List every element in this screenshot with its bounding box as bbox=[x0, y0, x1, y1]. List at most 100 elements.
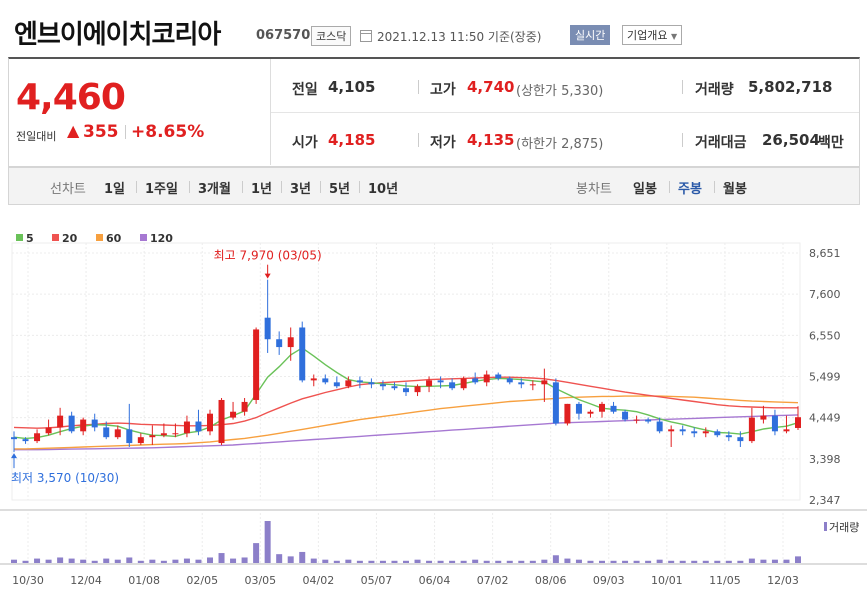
candle-body bbox=[495, 374, 502, 379]
candle-body bbox=[345, 380, 352, 387]
chart-toolbar bbox=[8, 167, 860, 205]
up-arrow-head bbox=[11, 453, 17, 459]
volume-bar bbox=[264, 521, 271, 563]
volume-label: 거래량 bbox=[829, 521, 859, 534]
candle-body bbox=[34, 433, 41, 442]
candle-body bbox=[679, 429, 686, 432]
candle-body bbox=[230, 411, 237, 418]
volume-bar bbox=[403, 560, 409, 563]
candle-body bbox=[552, 382, 559, 424]
candle-body bbox=[622, 411, 629, 420]
x-tick-label: 08/06 bbox=[535, 574, 567, 587]
x-tick-label: 04/02 bbox=[303, 574, 335, 587]
volume-bar bbox=[449, 560, 456, 563]
candle-body bbox=[748, 417, 755, 442]
volume-bar bbox=[564, 558, 571, 563]
candle-body bbox=[610, 405, 617, 412]
trade-value: 26,504 bbox=[762, 131, 820, 149]
divider bbox=[189, 181, 190, 193]
candle-body bbox=[403, 388, 409, 393]
volume-bar bbox=[702, 560, 709, 563]
candle-body bbox=[691, 431, 698, 434]
legend-label: 20 bbox=[62, 232, 78, 245]
period-1y[interactable]: 1년 bbox=[251, 182, 273, 197]
volume-bars bbox=[11, 521, 827, 563]
calendar-icon bbox=[360, 30, 372, 42]
volume-bar bbox=[437, 560, 444, 563]
y-tick-label: 7,600 bbox=[809, 288, 841, 301]
candle-body bbox=[68, 415, 75, 432]
current-price: 4,460 bbox=[16, 77, 126, 118]
x-tick-label: 06/04 bbox=[419, 574, 451, 587]
candle-body bbox=[449, 382, 456, 389]
volume-bar bbox=[22, 560, 29, 563]
company-name: 엔브이에이치코리아 bbox=[14, 20, 221, 50]
x-tick-label: 12/04 bbox=[70, 574, 102, 587]
divider bbox=[682, 133, 683, 147]
candle-daily[interactable]: 일봉 bbox=[633, 182, 657, 197]
candle-body bbox=[414, 386, 421, 393]
realtime-button[interactable]: 실시간 bbox=[570, 25, 611, 45]
period-5y[interactable]: 5년 bbox=[329, 182, 351, 197]
period-3m[interactable]: 3개월 bbox=[198, 182, 231, 197]
divider bbox=[271, 112, 859, 113]
volume-bar bbox=[679, 560, 686, 563]
period-3y[interactable]: 3년 bbox=[290, 182, 312, 197]
volume-bar bbox=[149, 559, 156, 563]
company-info-button[interactable]: 기업개요 ▼ bbox=[622, 25, 683, 45]
candle-body bbox=[541, 380, 548, 385]
legend-swatch bbox=[16, 234, 23, 241]
x-tick-label: 02/05 bbox=[186, 574, 218, 587]
volume-bar bbox=[333, 560, 340, 563]
volume-bar bbox=[795, 556, 801, 563]
candle-body bbox=[472, 378, 479, 383]
volume-bar bbox=[207, 557, 213, 563]
candle-body bbox=[714, 431, 721, 436]
volume-bar bbox=[379, 560, 386, 563]
volume-bar bbox=[218, 553, 225, 563]
chart-legend: 5 20 60 120 bbox=[16, 232, 173, 245]
period-1w[interactable]: 1주일 bbox=[145, 182, 178, 197]
divider bbox=[418, 80, 419, 94]
volume-bar bbox=[241, 557, 248, 563]
candle-body bbox=[656, 421, 663, 432]
candle-body bbox=[80, 419, 87, 432]
volume-bar bbox=[460, 560, 467, 563]
candle-body bbox=[11, 437, 17, 440]
candle-body bbox=[668, 429, 675, 432]
candle-body bbox=[333, 382, 340, 387]
volume-bar bbox=[287, 556, 294, 563]
candle-body bbox=[702, 431, 709, 434]
legend-label: 60 bbox=[106, 232, 122, 245]
x-tick-label: 05/07 bbox=[361, 574, 393, 587]
legend-swatch bbox=[52, 234, 59, 241]
open-label: 시가 bbox=[292, 135, 318, 151]
period-10y[interactable]: 10년 bbox=[368, 182, 399, 197]
plot-area bbox=[11, 242, 801, 501]
volume-bar bbox=[760, 559, 767, 563]
candle-monthly[interactable]: 월봉 bbox=[723, 182, 747, 197]
period-1d[interactable]: 1일 bbox=[104, 182, 126, 197]
volume-bar bbox=[91, 560, 98, 563]
divider bbox=[669, 181, 670, 193]
volume-bar bbox=[322, 559, 329, 563]
candle-weekly[interactable]: 주봉 bbox=[678, 182, 702, 197]
ma60-line bbox=[14, 395, 799, 450]
volume-bar bbox=[126, 557, 133, 563]
volume-bar bbox=[11, 559, 17, 563]
volume-bar bbox=[230, 558, 237, 563]
x-tick-label: 07/02 bbox=[477, 574, 509, 587]
volume-bar bbox=[483, 560, 490, 563]
company-info-label: 기업개요 bbox=[627, 29, 668, 42]
candle-chart-label: 봉차트 bbox=[576, 182, 612, 197]
candle-body bbox=[322, 378, 329, 383]
candle-body bbox=[218, 399, 225, 444]
candle-body bbox=[437, 380, 444, 383]
volume-bar bbox=[691, 560, 698, 563]
volume-bar bbox=[368, 560, 375, 563]
moving-average-lines bbox=[13, 347, 799, 451]
lower-limit: (하한가 2,875) bbox=[516, 137, 604, 152]
candle-body bbox=[737, 437, 744, 442]
volume-bar bbox=[299, 551, 306, 563]
volume-bar bbox=[575, 559, 582, 563]
